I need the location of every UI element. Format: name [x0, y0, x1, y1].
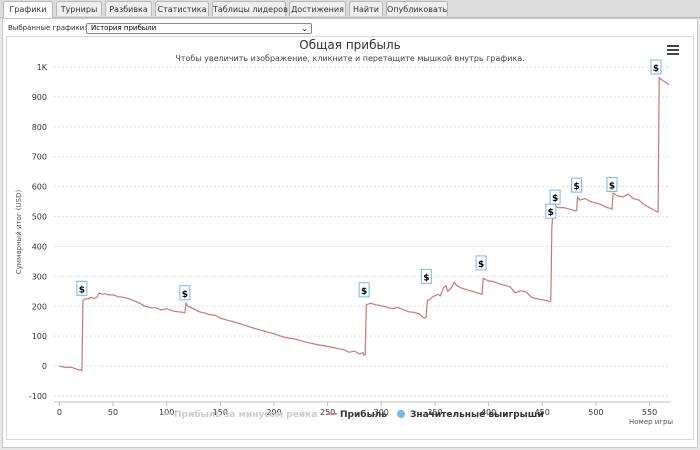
- big-win-marker: [606, 177, 618, 193]
- legend-item-rake: Прибыль за минусом рейка: [174, 409, 317, 420]
- legend-item-profit: Прибыль: [340, 409, 387, 420]
- tab-statistics[interactable]: Статистика: [155, 1, 209, 16]
- x-tick-label: 0: [57, 408, 62, 417]
- big-win-marker-label: $: [653, 64, 659, 74]
- legend-item-big-wins: Значительные выигрыши: [410, 410, 544, 420]
- big-win-marker: [650, 59, 662, 75]
- x-axis-title: Номер игры: [629, 418, 673, 426]
- x-tick-label: 300: [374, 408, 389, 417]
- chart-selector-value: История прибыли: [91, 24, 157, 32]
- y-tick-label: 600: [32, 183, 47, 192]
- big-win-marker-label: $: [361, 287, 367, 297]
- big-win-marker: [179, 285, 191, 301]
- y-tick-label: 700: [32, 153, 47, 162]
- big-win-marker-label: $: [423, 273, 429, 283]
- x-tick-label: 250: [320, 408, 335, 417]
- tab-search[interactable]: Найти: [349, 1, 383, 16]
- y-tick-label: 0: [42, 362, 47, 371]
- x-tick-label: 450: [535, 408, 550, 417]
- big-win-marker: [420, 268, 432, 284]
- big-win-marker: [76, 280, 88, 296]
- x-tick-label: 550: [642, 408, 657, 417]
- big-win-marker-label: $: [79, 285, 85, 295]
- tab-tournaments[interactable]: Турниры: [56, 1, 102, 16]
- tab-achievements[interactable]: Достижения: [289, 1, 346, 16]
- tab-leaderboards[interactable]: Таблицы лидеров: [212, 1, 288, 16]
- tab-breakdown[interactable]: Разбивка: [105, 1, 152, 16]
- y-axis-title: Суммарный итог (USD): [15, 190, 23, 275]
- big-win-marker-label: $: [478, 260, 484, 270]
- tab-bar: Графики Турниры Разбивка Статистика Табл…: [0, 0, 700, 18]
- big-win-marker-label: $: [548, 208, 554, 218]
- chevron-down-icon: ⌄: [301, 24, 308, 33]
- y-tick-label: 900: [32, 93, 47, 102]
- x-tick-label: 50: [108, 408, 118, 417]
- legend-symbol-big-wins: [397, 410, 405, 418]
- big-win-marker-label: $: [609, 182, 615, 192]
- chart-title: Общая прибыль: [299, 38, 401, 52]
- big-win-marker: [358, 282, 370, 298]
- profit-series-line: [59, 76, 670, 372]
- y-tick-label: 500: [32, 213, 47, 222]
- x-tick-label: 200: [266, 408, 281, 417]
- hamburger-menu-icon[interactable]: [667, 45, 679, 56]
- chart-selector-dropdown[interactable]: История прибыли ⌄: [86, 23, 312, 34]
- y-tick-label: 100: [32, 332, 47, 341]
- x-tick-label: 100: [159, 408, 174, 417]
- x-tick-label: 150: [213, 408, 228, 417]
- chart-selector-label: Выбранные графики:: [8, 24, 87, 32]
- big-win-marker: [549, 189, 561, 205]
- tab-graphs[interactable]: Графики: [3, 1, 53, 18]
- y-tick-label: 300: [32, 272, 47, 281]
- big-win-marker-label: $: [552, 194, 558, 204]
- y-tick-label: 400: [32, 242, 47, 251]
- chart-container[interactable]: [6, 36, 694, 440]
- y-tick-label: 1K: [37, 63, 48, 72]
- big-win-marker-label: $: [573, 182, 579, 192]
- y-tick-label: -100: [29, 392, 47, 401]
- x-tick-label: 500: [588, 408, 603, 417]
- big-win-marker-label: $: [182, 290, 188, 300]
- x-tick-label: 350: [427, 408, 442, 417]
- tab-publish[interactable]: Опубликовать: [386, 1, 448, 16]
- chart-subtitle: Чтобы увеличить изображение, кликните и …: [175, 54, 525, 63]
- x-tick-label: 400: [481, 408, 496, 417]
- y-tick-label: 200: [32, 302, 47, 311]
- big-win-marker: [571, 177, 583, 193]
- big-win-marker: [475, 255, 487, 271]
- y-tick-label: 800: [32, 123, 47, 132]
